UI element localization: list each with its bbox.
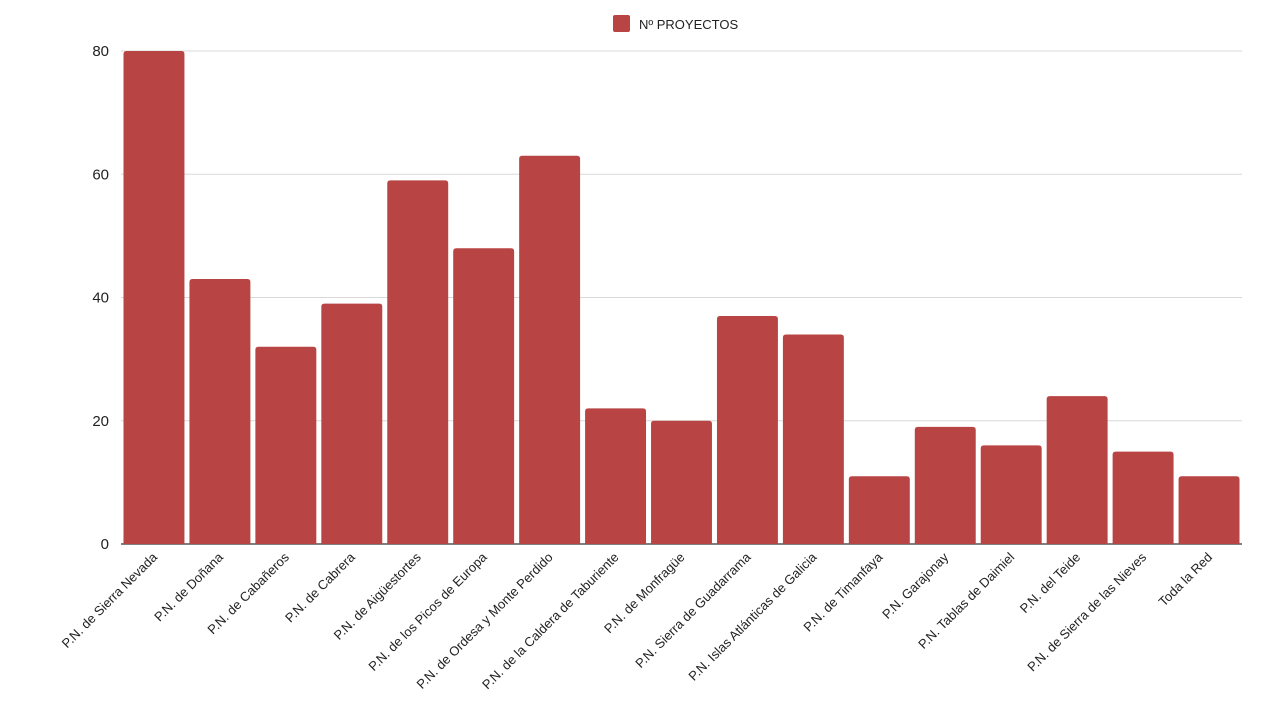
y-tick-label: 0	[101, 536, 109, 553]
x-tick-label: P.N. del Teide	[1017, 550, 1083, 616]
y-tick-label: 20	[92, 413, 109, 430]
x-tick-label: P.N. de Sierra de las Nieves	[1024, 549, 1149, 674]
bar	[651, 420, 712, 544]
bar	[255, 346, 317, 544]
bar	[914, 426, 976, 544]
bar	[782, 334, 844, 544]
x-tick-label: P.N. de Cabrera	[282, 549, 358, 625]
bar	[1178, 476, 1240, 544]
bar	[453, 248, 515, 544]
bar	[321, 303, 383, 544]
bar	[519, 155, 581, 544]
x-tick-label: P.N. de Ordesa y Monte Perdido	[413, 550, 555, 692]
bar	[1046, 396, 1108, 544]
y-axis: 0 20 40 60 80	[92, 43, 109, 553]
bar	[387, 180, 449, 544]
y-tick-label: 40	[92, 290, 109, 307]
legend-label: Nº PROYECTOS	[639, 17, 738, 32]
x-tick-label: Toda la Red	[1155, 550, 1215, 610]
bar	[980, 445, 1042, 544]
x-tick-label: P.N. Garajonay	[879, 549, 952, 622]
x-tick-label: P.N. de Doñana	[151, 549, 226, 624]
bar	[585, 408, 647, 544]
bar	[848, 476, 910, 544]
y-tick-label: 80	[92, 43, 109, 60]
bar	[716, 315, 778, 544]
x-tick-label: P.N. Sierra de Guadarrama	[632, 549, 754, 671]
x-tick-label: P.N. de la Caldera de Taburiente	[479, 550, 622, 693]
bar	[1112, 451, 1174, 544]
x-tick-label: P.N. de Sierra Nevada	[59, 549, 161, 651]
legend: Nº PROYECTOS	[613, 15, 738, 32]
x-tick-label: P.N. de los Picos de Europa	[365, 549, 490, 674]
bars	[123, 51, 1240, 544]
bar	[189, 279, 251, 544]
bar	[123, 51, 185, 544]
x-tick-label: P.N. Islas Atlánticas de Galicia	[685, 549, 820, 684]
legend-swatch	[613, 15, 630, 32]
y-tick-label: 60	[92, 166, 109, 183]
